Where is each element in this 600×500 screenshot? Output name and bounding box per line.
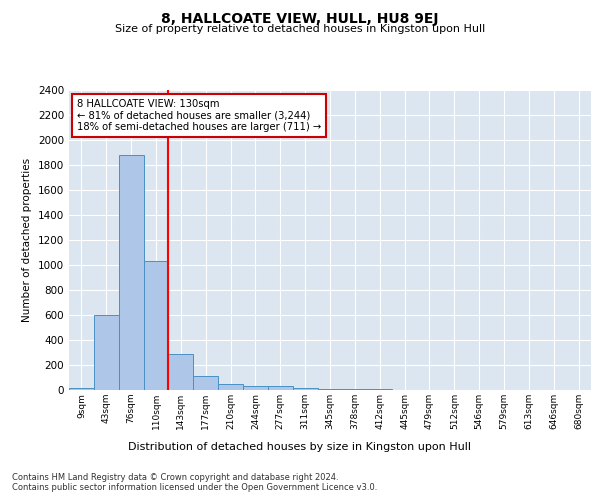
- Text: Contains HM Land Registry data © Crown copyright and database right 2024.: Contains HM Land Registry data © Crown c…: [12, 472, 338, 482]
- Bar: [169, 354, 193, 390]
- Bar: [293, 388, 317, 390]
- Y-axis label: Number of detached properties: Number of detached properties: [22, 158, 32, 322]
- Text: 8, HALLCOATE VIEW, HULL, HU8 9EJ: 8, HALLCOATE VIEW, HULL, HU8 9EJ: [161, 12, 439, 26]
- Bar: [143, 261, 169, 390]
- Bar: [268, 386, 293, 390]
- Text: Size of property relative to detached houses in Kingston upon Hull: Size of property relative to detached ho…: [115, 24, 485, 34]
- Text: 8 HALLCOATE VIEW: 130sqm
← 81% of detached houses are smaller (3,244)
18% of sem: 8 HALLCOATE VIEW: 130sqm ← 81% of detach…: [77, 99, 321, 132]
- Text: Distribution of detached houses by size in Kingston upon Hull: Distribution of detached houses by size …: [128, 442, 472, 452]
- Bar: [317, 389, 343, 390]
- Bar: [94, 315, 119, 390]
- Text: Contains public sector information licensed under the Open Government Licence v3: Contains public sector information licen…: [12, 484, 377, 492]
- Bar: [69, 388, 94, 390]
- Bar: [218, 384, 243, 390]
- Bar: [193, 376, 218, 390]
- Bar: [243, 386, 268, 390]
- Bar: [119, 155, 143, 390]
